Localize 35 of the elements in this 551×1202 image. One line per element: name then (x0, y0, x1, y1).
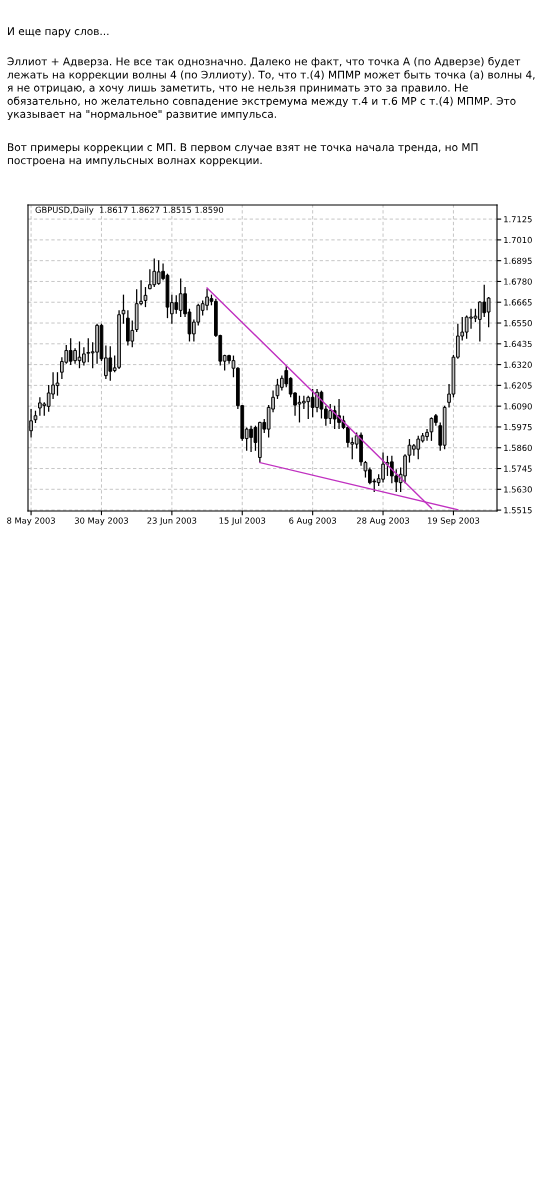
y-tick-label: 1.6550 (504, 320, 532, 327)
y-tick-label: 1.7125 (504, 216, 532, 223)
y-tick-label: 1.5630 (504, 486, 532, 493)
candlestick (108, 345, 113, 382)
x-tick-label: 28 Aug 2003 (356, 517, 410, 526)
candlestick (482, 284, 487, 318)
candlestick (174, 294, 179, 315)
text: Эллиот + Адверза. Не все так однозначно. Далеко не факт, что точка А (по Адверзе) будет лежать на коррекции волны 4 (по Эллиоту). То, что т.(4) МПМР может быть точка (а) волны 4, я не отрицаю, а хочу лишь заметить, что не нельзя принимать это за правило. Не обязательно, но желательно совпадение экстремума между т.4 и т.6 МР с т.(4) МПМР. Это указывает на "нормальное" развитие импульса. (7, 57, 535, 120)
candlestick (315, 388, 319, 413)
candlestick (310, 388, 315, 418)
text: Вот примеры коррекции с МП. В первом случае взят не точка начала тренда, но МП построена на импульсных волнах коррекции. (7, 143, 478, 167)
candlestick (126, 309, 130, 347)
x-tick-label: 6 Aug 2003 (289, 517, 337, 526)
y-tick-label: 1.6895 (504, 257, 532, 264)
y-tick-label: 1.5860 (504, 444, 532, 452)
y-tick-label: 1.6435 (504, 340, 532, 348)
candlestick (319, 389, 324, 420)
y-tick-label: 1.5515 (504, 507, 532, 514)
candlestick (68, 337, 73, 366)
y-tick-label: 1.6090 (504, 403, 532, 410)
y-tick-label: 1.7010 (504, 236, 532, 244)
text: И еще пару слов... (8, 27, 109, 38)
chart-title: GBPUSD,Daily 1.8617 1.8627 1.8515 1.8590 (35, 206, 224, 215)
x-tick-label: 15 Jul 2003 (219, 517, 266, 526)
candlestick (249, 425, 253, 453)
y-tick-label: 1.6780 (504, 278, 532, 285)
y-tick-label: 1.6205 (504, 382, 532, 389)
x-tick-label: 19 Sep 2003 (427, 517, 480, 526)
y-tick-label: 1.5745 (504, 465, 532, 472)
x-tick-label: 8 May 2003 (7, 517, 55, 526)
y-tick-label: 1.5975 (504, 423, 532, 431)
x-tick-label: 23 Jun 2003 (147, 517, 197, 526)
x-tick-label: 30 May 2003 (74, 517, 128, 526)
y-tick-label: 1.6665 (504, 299, 532, 306)
y-tick-label: 1.6320 (504, 361, 532, 368)
